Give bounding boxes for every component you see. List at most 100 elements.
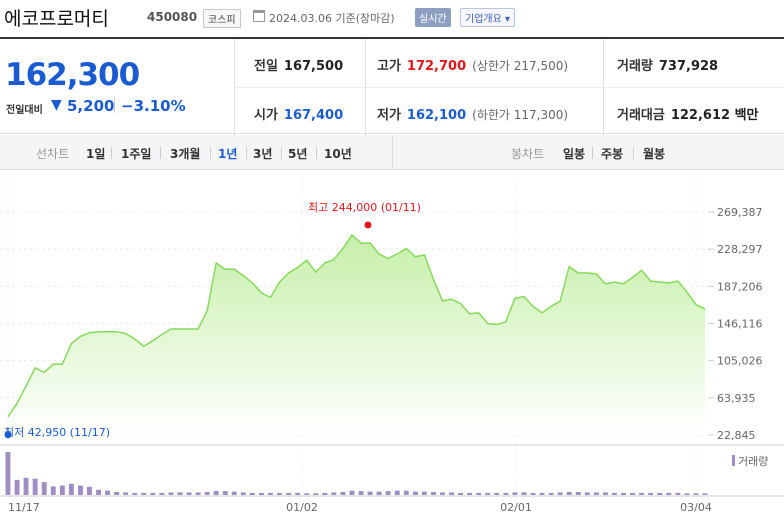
volume-bar xyxy=(132,492,138,495)
weekly-candle-button[interactable]: 주봉 xyxy=(601,147,624,161)
stock-code: 450080 xyxy=(147,10,198,24)
volume-bar xyxy=(657,492,663,495)
volume-bar xyxy=(186,492,192,495)
volume-bar xyxy=(213,491,219,495)
volume-bar xyxy=(630,492,635,495)
volume-bar xyxy=(530,492,536,495)
open-label: 시가 xyxy=(254,108,278,123)
volume-bar xyxy=(512,492,518,495)
volume-bar xyxy=(485,492,491,495)
volume-bar xyxy=(521,492,527,495)
market-badge: 코스피 xyxy=(203,9,241,28)
volume-bar xyxy=(431,492,436,495)
realtime-button[interactable]: 실시간 xyxy=(415,8,451,27)
volume-bar xyxy=(603,492,608,495)
y-tick-label: 63,935 xyxy=(717,392,756,405)
volume-bar xyxy=(539,492,545,495)
volume-bar xyxy=(621,492,626,495)
volume-bar xyxy=(5,452,11,495)
high-cell: 고가 172,700 (상한가 217,500) xyxy=(377,55,568,74)
down-arrow-icon: ▼ xyxy=(51,97,62,113)
divider xyxy=(316,147,317,159)
volume-bar xyxy=(249,492,255,495)
volume-bar xyxy=(286,492,292,495)
company-overview-button[interactable]: 기업개요 ▾ xyxy=(460,8,515,27)
volume-bar xyxy=(168,492,174,495)
volume-bar xyxy=(440,492,445,495)
divider xyxy=(633,147,634,159)
high-annotation: 최고 244,000 (01/11) xyxy=(308,201,421,214)
period-3y-button[interactable]: 3년 xyxy=(253,147,273,161)
divider xyxy=(592,147,593,159)
high-value: 172,700 xyxy=(406,59,467,74)
high-label: 고가 xyxy=(377,59,401,74)
volume-bar xyxy=(675,492,681,495)
change-label: 전일대비 xyxy=(6,105,43,116)
period-1d-button[interactable]: 1일 xyxy=(86,147,106,161)
daily-candle-button[interactable]: 일봉 xyxy=(563,147,586,161)
volume-bar xyxy=(467,492,473,495)
volume-bar xyxy=(358,491,364,495)
chart-period-bar: 선차트 1일 1주일 3개월 1년 3년 5년 10년 봉차트 일봉 주봉 월봉 xyxy=(0,135,784,170)
volume-bar xyxy=(123,492,129,495)
x-tick-label: 01/02 xyxy=(286,501,318,514)
volume-bar xyxy=(376,491,382,495)
volume-bar xyxy=(177,492,183,495)
volume-bar xyxy=(231,491,237,495)
volume-bar xyxy=(666,492,672,495)
volume-bar xyxy=(693,493,699,495)
divider xyxy=(246,147,247,159)
change-rate: −3.10% xyxy=(121,97,186,115)
period-5y-button[interactable]: 5년 xyxy=(288,147,308,161)
candle-chart-label: 봉차트 xyxy=(511,147,545,161)
y-tick-label: 105,026 xyxy=(717,355,763,368)
period-3m-button[interactable]: 3개월 xyxy=(170,147,201,161)
volume-bar xyxy=(14,479,20,495)
volume-bar xyxy=(548,492,554,495)
y-tick-label: 22,845 xyxy=(717,429,756,442)
volume-bar xyxy=(575,492,581,495)
calendar-icon xyxy=(253,10,265,22)
volume-bar xyxy=(295,492,301,495)
volume-bar xyxy=(159,492,165,495)
volume-bar xyxy=(394,490,400,495)
volume-bar xyxy=(268,492,273,495)
period-1y-button[interactable]: 1년 xyxy=(218,147,238,161)
volume-bar xyxy=(503,492,509,495)
lower-limit: (하한가 117,300) xyxy=(472,108,569,122)
volume-bar xyxy=(87,486,92,495)
volume-bar xyxy=(68,483,74,495)
volume-value: 737,928 xyxy=(658,59,719,74)
prev-close-label: 전일 xyxy=(254,59,278,74)
volume-bar xyxy=(195,492,201,495)
low-label: 저가 xyxy=(377,108,401,123)
divider xyxy=(111,147,112,159)
period-1w-button[interactable]: 1주일 xyxy=(121,147,152,161)
prev-close-value: 167,500 xyxy=(283,59,344,74)
volume-legend-swatch xyxy=(732,455,735,466)
volume-bar xyxy=(421,491,427,495)
volume-bar xyxy=(385,491,391,495)
low-marker xyxy=(4,431,12,439)
high-marker xyxy=(364,221,372,229)
period-10y-button[interactable]: 10년 xyxy=(324,147,352,161)
volume-bar xyxy=(96,489,101,495)
low-annotation: 최저 42,950 (11/17) xyxy=(4,426,110,439)
prev-close-cell: 전일 167,500 xyxy=(254,55,343,74)
volume-bar xyxy=(23,477,29,495)
volume-bar xyxy=(412,491,418,495)
price-change: 5,200 xyxy=(67,97,115,115)
low-cell: 저가 162,100 (하한가 117,300) xyxy=(377,104,568,123)
volume-bar xyxy=(32,478,38,495)
volume-bar xyxy=(349,490,355,495)
divider xyxy=(281,147,282,159)
volume-bar xyxy=(78,485,83,495)
volume-bar xyxy=(331,492,337,495)
upper-limit: (상한가 217,500) xyxy=(472,59,569,73)
amount-cell: 거래대금 122,612 백만 xyxy=(617,104,759,123)
volume-bar xyxy=(150,492,156,495)
monthly-candle-button[interactable]: 월봉 xyxy=(643,147,666,161)
volume-bar xyxy=(41,482,47,495)
volume-bar xyxy=(105,490,110,495)
